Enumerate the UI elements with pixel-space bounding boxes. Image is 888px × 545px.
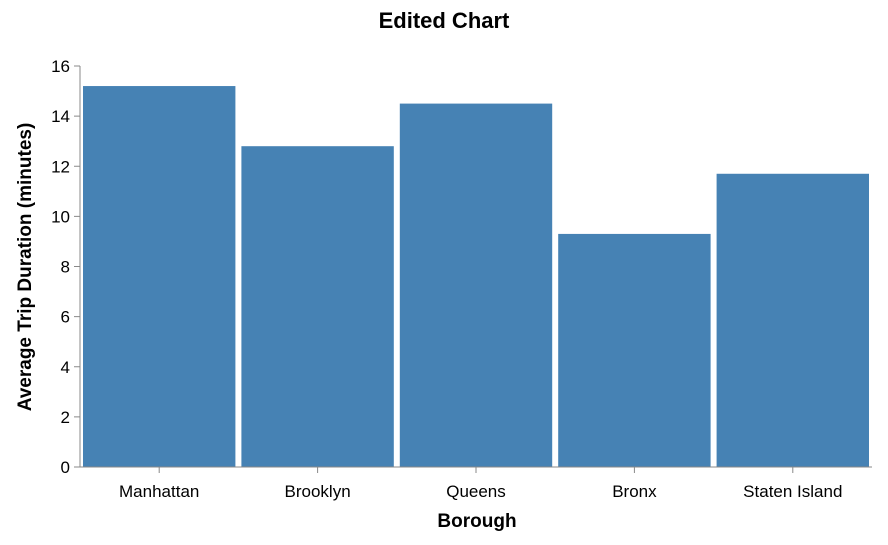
y-tick-label: 12 [51,157,70,176]
y-tick-label: 10 [51,207,70,226]
y-tick-label: 14 [51,107,70,126]
x-tick-label: Staten Island [743,482,842,501]
chart-title: Edited Chart [379,8,510,33]
bars-group [83,86,869,468]
bar-staten-island [716,173,869,468]
x-tick-label: Queens [446,482,506,501]
x-tick-label: Brooklyn [285,482,351,501]
bar-manhattan [83,86,236,468]
y-axis: 0 2 4 6 8 10 12 14 16 [51,57,81,477]
y-tick-label: 4 [61,358,70,377]
y-tick-label: 0 [61,458,70,477]
y-tick-label: 16 [51,57,70,76]
x-tick-label: Manhattan [119,482,199,501]
bar-brooklyn [241,146,394,467]
y-tick-label: 2 [61,408,70,427]
y-tick-label: 8 [61,258,70,277]
bar-bronx [558,233,711,467]
x-axis-title: Borough [437,511,516,532]
bar-queens [399,103,553,467]
y-tick-label: 6 [61,308,70,327]
x-tick-label: Bronx [612,482,657,501]
x-axis: Manhattan Brooklyn Queens Bronx Staten Islan… [80,466,872,501]
y-axis-title: Average Trip Duration (minutes) [15,123,36,412]
